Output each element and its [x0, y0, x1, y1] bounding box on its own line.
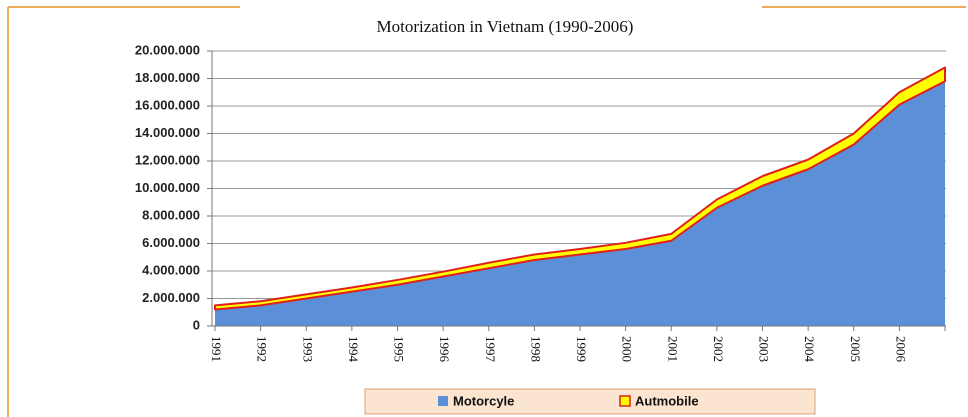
y-tick-label: 18.000.000: [135, 70, 200, 85]
area: [214, 66, 946, 311]
legend-label: Motorcyle: [453, 393, 514, 408]
x-tick-label: 1999: [574, 336, 589, 362]
y-tick-label: 10.000.000: [135, 180, 200, 195]
y-tick-label: 4.000.000: [142, 262, 200, 277]
y-tick-label: 6.000.000: [142, 235, 200, 250]
x-tick-label: 2004: [802, 336, 817, 363]
x-tick-label: 2003: [757, 336, 772, 362]
legend-swatch: [619, 395, 631, 407]
legend-label: Autmobile: [635, 393, 699, 408]
x-tick-label: 2002: [711, 336, 726, 362]
y-tick-label: 16.000.000: [135, 97, 200, 112]
y-tick-label: 14.000.000: [135, 125, 200, 140]
x-tick-label: 2001: [665, 336, 680, 362]
area: [215, 81, 945, 326]
x-tick-label: 1994: [346, 336, 361, 363]
y-tick-label: 12.000.000: [135, 152, 200, 167]
x-tick-label: 2006: [893, 336, 908, 363]
x-tick-label: 1998: [528, 336, 543, 362]
y-tick-label: 8.000.000: [142, 207, 200, 222]
x-tick-label: 1993: [300, 336, 315, 362]
y-tick-label: 2.000.000: [142, 290, 200, 305]
x-tick-label: 2000: [620, 336, 635, 362]
chart-title: Motorization in Vietnam (1990-2006): [377, 17, 634, 36]
legend-swatch: [438, 396, 448, 406]
x-tick-label: 1991: [209, 336, 224, 362]
x-tick-label: 1995: [392, 336, 407, 362]
legend: [364, 388, 816, 415]
x-tick-label: 1996: [437, 336, 452, 363]
y-tick-label: 0: [193, 317, 200, 332]
x-tick-label: 1992: [255, 336, 270, 362]
x-tick-label: 2005: [848, 336, 863, 362]
y-tick-label: 20.000.000: [135, 42, 200, 57]
x-tick-label: 1997: [483, 336, 498, 363]
